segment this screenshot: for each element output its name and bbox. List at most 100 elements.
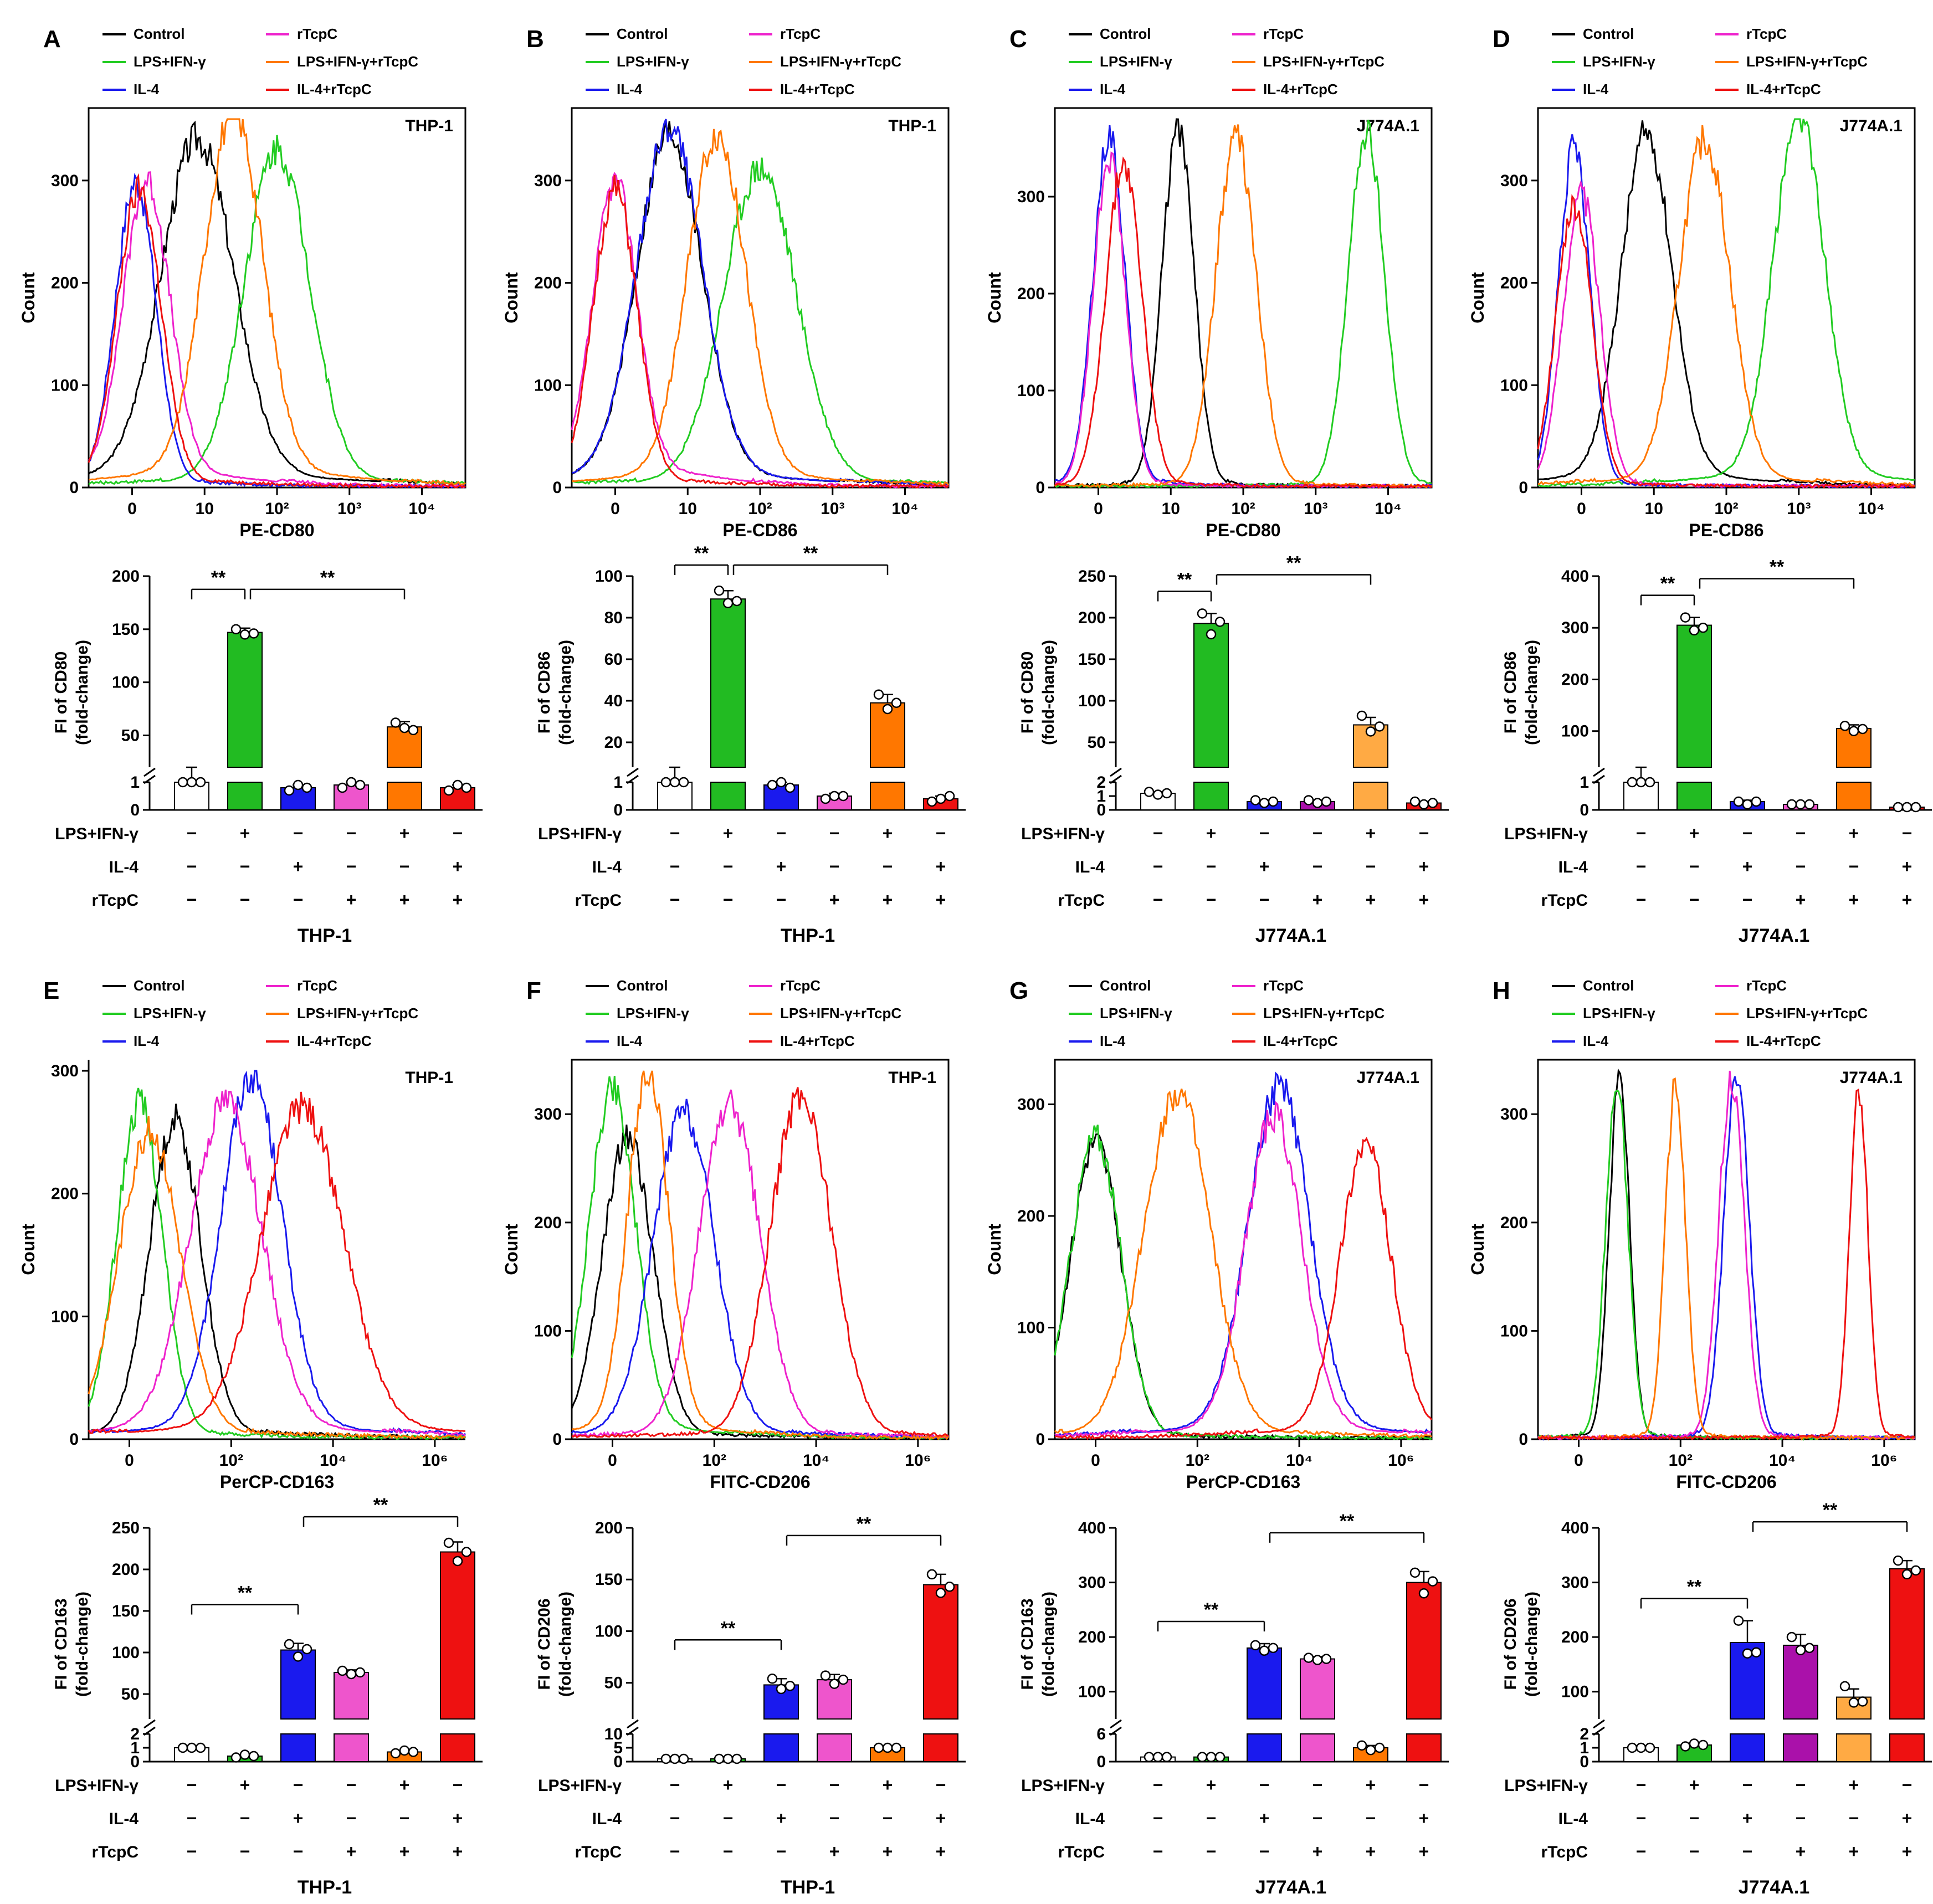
histogram-legend: Control rTcpC LPS+IFN-γ LPS+IFN-γ+rTcpC IL-4… [586,977,901,1049]
bar-rtcpc [334,1672,369,1720]
y-axis-title: Count [18,1224,38,1275]
histogram-panel-G: G Control rTcpC LPS+IFN-γ LPS+IFN-γ+rTcpC IL-… [985,977,1433,1492]
treatment-sign: − [670,1775,680,1795]
x-axis-title: PE-CD80 [239,520,314,540]
data-point [1839,1681,1850,1692]
legend-label: Control [617,977,668,994]
treatment-sign: + [1902,1808,1913,1828]
y-axis-title: Count [501,272,521,324]
y-tick-label: 5 [613,1739,623,1757]
data-point [239,1749,250,1760]
legend-label: IL-4 [1100,1033,1126,1049]
legend-label: Control [134,977,184,994]
treatment-sign: + [1689,823,1700,843]
cell-line-label: J774A.1 [1357,117,1419,135]
treatment-row-label: LPS+IFN-γ [55,825,139,843]
treatment-sign: + [1689,1775,1700,1795]
legend-label: Control [1583,25,1634,42]
treatment-sign: + [936,1841,946,1861]
treatment-sign: − [240,1841,250,1861]
data-point [399,722,410,733]
data-point [1427,1576,1438,1587]
treatment-sign: − [187,1775,197,1795]
panel-letter: C [1009,25,1027,53]
x-axis-title: PE-CD86 [722,520,797,540]
treatment-table: LPS+IFN-γ − + − − + − IL-4 − − + − − + rTcpC − − − + + + J774… [1504,1775,1912,1898]
histogram-axes: 0 100 200 300 0 10 10² 10³ 10⁴ PE-CD80 Count [985,107,1433,540]
y-axis-title: Count [18,272,38,324]
treatment-sign: − [670,823,680,843]
treatment-sign: − [1206,890,1217,910]
treatment-sign: − [1636,856,1647,876]
data-point [1197,608,1208,619]
treatment-sign: − [936,823,946,843]
y-tick-label: 200 [534,274,562,292]
treatment-sign: + [399,890,410,910]
y-tick-label: 50 [121,727,140,745]
legend-label: rTcpC [780,25,821,42]
histogram-curve-lps-ifn- [1054,1125,1432,1441]
x-tick-label: 10⁴ [408,500,435,518]
y-axis-title: FI of CD163 [1018,1598,1037,1690]
x-tick-label: 10² [1714,500,1738,518]
significance-label: ** [857,1513,871,1535]
treatment-sign: − [883,856,893,876]
y-tick-label: 250 [112,1519,140,1537]
x-axis-title: PerCP-CD163 [1186,1472,1300,1492]
histogram-panel-H: H Control rTcpC LPS+IFN-γ LPS+IFN-γ+rTcpC IL-… [1468,977,1916,1492]
legend-label: rTcpC [1746,25,1787,42]
treatment-sign: − [1153,890,1163,910]
y-tick-label: 6 [1096,1725,1106,1743]
treatment-sign: + [346,1841,357,1861]
significance-label: ** [1286,553,1301,574]
significance-label: ** [1177,569,1192,591]
x-axis-title: PerCP-CD163 [220,1472,334,1492]
treatment-sign: + [883,1775,893,1795]
y-tick-label: 100 [1078,692,1106,710]
x-tick-label: 0 [1574,1451,1583,1470]
treatment-row-label: LPS+IFN-γ [1504,1777,1588,1795]
y-axis-title: Count [1468,1224,1488,1275]
histogram-curve-il-4-rtcpc [1054,156,1433,489]
data-point [177,1742,188,1753]
data-point [1356,1740,1367,1751]
treatment-sign: + [723,823,734,843]
treatment-sign: − [776,1841,787,1861]
y-tick-label: 50 [1088,733,1106,752]
bar-il-4-rtcpc-low [1406,1733,1442,1762]
data-point [1795,1645,1806,1656]
data-point [926,796,937,807]
bar-panel-G: 0 6 100 200 300 400 FI of CD163 (fold-change) **… [1018,1511,1449,1898]
y-tick-label: 200 [1017,285,1045,303]
legend-label: LPS+IFN-γ [134,1005,206,1022]
bar-lps-ifn-rtcpc-low [870,782,905,810]
data-point [722,1753,734,1764]
data-point [820,793,831,804]
y-tick-label: 100 [51,376,79,394]
data-point [1733,796,1744,807]
legend-label: rTcpC [1263,25,1304,42]
data-point [1635,1742,1647,1753]
treatment-sign: + [1902,890,1913,910]
histogram-curve-il-4-rtcpc [1537,194,1915,489]
data-point [882,1742,893,1753]
treatment-sign: + [883,1841,893,1861]
data-point [669,1753,680,1764]
y-tick-label: 100 [1561,722,1589,741]
bar-cell-line-label: J774A.1 [1255,1877,1327,1898]
y-tick-label: 0 [1519,1430,1528,1449]
histogram-panel-C: C Control rTcpC LPS+IFN-γ LPS+IFN-γ+rTcpC IL-… [985,25,1433,540]
treatment-sign: − [776,1775,787,1795]
data-point [1848,1697,1859,1708]
y-tick-label: 400 [1078,1519,1106,1537]
axis-break-mark [1593,767,1605,777]
y-tick-label: 1 [1096,787,1106,805]
data-point [443,785,454,796]
data-point [678,777,689,788]
bar-lps-ifn- [1193,623,1229,768]
